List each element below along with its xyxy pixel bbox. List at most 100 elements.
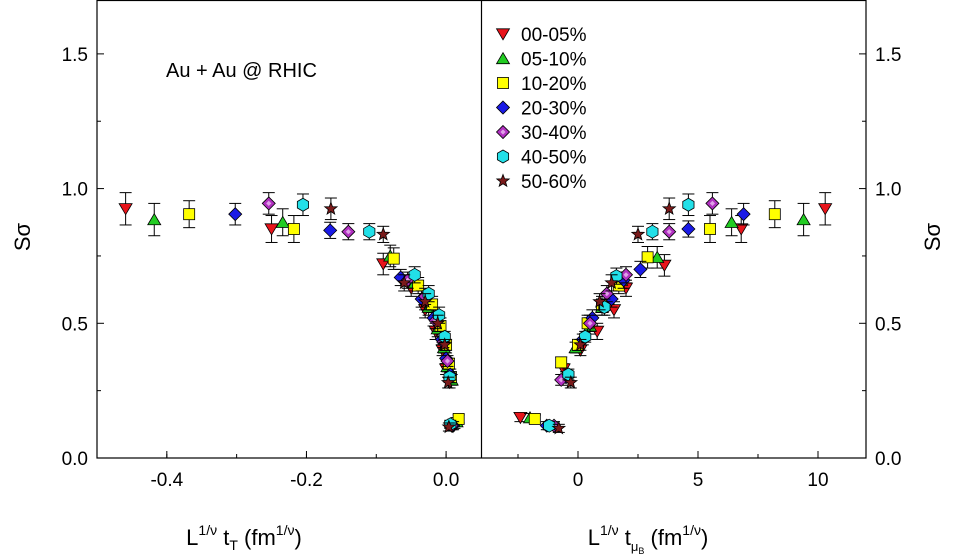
data-point: [387, 252, 400, 265]
data-point: [682, 197, 695, 212]
data-point: [604, 275, 619, 290]
legend-item: 00-05%: [495, 25, 587, 46]
legend-item: 20-30%: [495, 99, 587, 120]
data-point: [440, 374, 456, 389]
data-point: [375, 226, 391, 241]
data-point: [376, 258, 391, 271]
data-point-inner: [623, 272, 629, 278]
legend-marker: [497, 77, 509, 89]
data-point: [630, 226, 646, 241]
data-point: [513, 411, 528, 425]
legend-marker: [495, 100, 511, 115]
data-point: [768, 208, 781, 221]
data-point: [646, 224, 659, 239]
series-40-50%: [543, 193, 695, 433]
legend-item: 05-10%: [495, 50, 587, 71]
legend-marker: [495, 173, 511, 188]
axes: -0.4 -0.2 0.0 0.0 0.5 1.0 1.5 0 5 10 0.0 0.5 1.0 1.5: [62, 0, 901, 491]
data-point: [417, 294, 433, 308]
data-point-inner: [345, 229, 351, 235]
legend-item: 10-20%: [497, 74, 587, 95]
data-point: [573, 337, 588, 352]
data-point-inner: [266, 200, 272, 207]
data-point: [430, 315, 445, 330]
y-axis-label-left: Sσ: [10, 222, 35, 251]
data-marks: [118, 192, 833, 435]
data-point: [183, 208, 196, 221]
x-axis-label-right: L1/ν tμB (fm1/ν): [588, 522, 709, 556]
x-axis-label-left: L1/ν tT (fm1/ν): [186, 522, 302, 553]
data-point: [555, 356, 568, 369]
data-point: [610, 269, 623, 284]
data-point: [661, 201, 677, 215]
legend-item: 30-40%: [495, 123, 587, 144]
legend: 00-05% 05-10% 10-20% 20-30% 30-40% 40-50% 50-6…: [495, 25, 587, 193]
data-point: [657, 259, 672, 273]
series-50-60%: [323, 197, 457, 434]
data-point-inner: [709, 200, 715, 207]
data-point-inner: [666, 229, 672, 235]
data-point: [704, 223, 716, 235]
legend-label: 40-50%: [521, 148, 587, 169]
y-tick-label: 1.0: [875, 180, 901, 201]
data-point: [641, 251, 654, 264]
data-point-inner: [604, 291, 610, 297]
x-tick-label: -0.2: [290, 470, 323, 491]
x-axis-label-left-text: L1/ν tT (fm1/ν): [186, 522, 302, 553]
data-point: [228, 207, 243, 222]
legend-label: 00-05%: [521, 25, 587, 46]
data-point: [796, 212, 811, 226]
series-05-10%: [147, 202, 464, 428]
data-point: [396, 275, 412, 290]
data-point: [592, 294, 607, 308]
x-tick-label: -0.4: [150, 470, 183, 491]
data-point: [650, 250, 665, 263]
data-point: [633, 262, 648, 277]
data-point-inner: [558, 377, 564, 383]
data-point: [528, 413, 541, 425]
data-point: [408, 267, 421, 282]
legend-label: 20-30%: [521, 99, 587, 120]
data-point: [147, 212, 162, 226]
data-point: [562, 367, 575, 382]
data-point: [818, 203, 833, 216]
legend-label: 50-60%: [521, 172, 587, 193]
y-tick-label: 1.5: [875, 45, 901, 66]
y-tick-label: 0.5: [62, 314, 88, 335]
series-00-05%: [513, 192, 833, 425]
series-20-30%: [539, 202, 751, 433]
data-point: [275, 215, 290, 228]
y-tick-label: 0.0: [875, 449, 901, 470]
x-tick-label: 0.0: [433, 470, 459, 491]
data-point: [363, 224, 376, 239]
data-point: [543, 418, 556, 433]
data-point: [118, 203, 133, 216]
data-point: [441, 419, 457, 434]
data-point: [323, 201, 339, 215]
data-point: [323, 223, 338, 238]
data-point: [264, 223, 279, 236]
y-tick-label: 0.0: [62, 449, 88, 470]
legend-marker: [495, 51, 511, 65]
legend-marker: [495, 28, 511, 41]
x-axis-label-right-text: L1/ν tμB (fm1/ν): [588, 522, 709, 556]
data-point: [287, 223, 300, 235]
y-tick-label: 1.5: [62, 45, 88, 66]
legend-marker: [496, 149, 510, 164]
data-point-inner: [444, 358, 451, 364]
legend-item: 40-50%: [496, 148, 587, 169]
data-point-inner: [587, 320, 593, 326]
legend-item: 50-60%: [495, 172, 587, 193]
legend-label: 10-20%: [521, 74, 587, 95]
data-point: [736, 207, 751, 222]
y-tick-label: 1.0: [62, 180, 88, 201]
series-50-60%: [551, 197, 677, 435]
y-axis-label-right: Sσ: [920, 222, 945, 251]
data-point: [563, 374, 579, 389]
annotation-text: Au + Au @ RHIC: [166, 60, 317, 82]
x-tick-label: 5: [693, 470, 704, 491]
x-tick-label: 0: [573, 470, 584, 491]
legend-marker-inner: [500, 129, 506, 135]
data-point: [437, 337, 452, 352]
